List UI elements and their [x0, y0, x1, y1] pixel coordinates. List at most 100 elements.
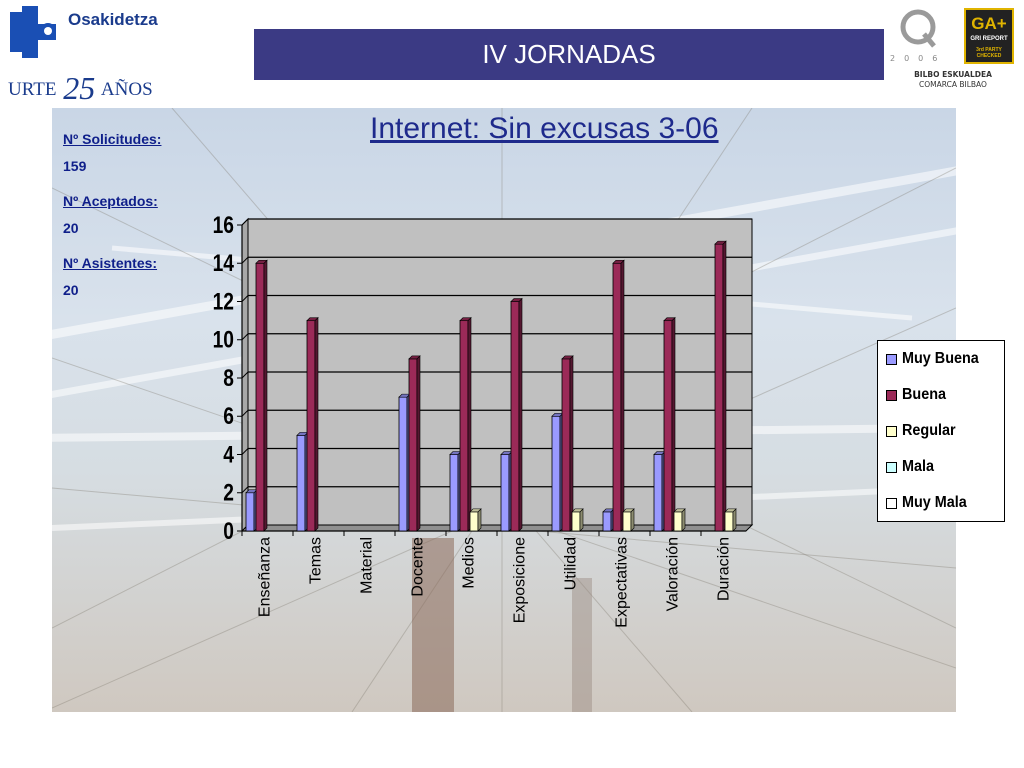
anniversary-label: URTE 25 AÑOS [8, 70, 153, 107]
org-name: Osakidetza [68, 10, 158, 29]
quality-q-icon [900, 9, 936, 48]
legend-label: Buena [902, 386, 947, 403]
gri-rating: GA+ [971, 14, 1007, 33]
attendees-value: 20 [63, 282, 79, 298]
gri-report-label: GRI REPORT [970, 36, 1008, 42]
region-name-eu: BILBO ESKUALDEA [914, 70, 992, 79]
bar-buena-valoraci-n-top [663, 317, 676, 321]
bar-buena-expectativas [612, 262, 622, 532]
legend-label: Muy Mala [902, 494, 967, 511]
gridline-side [241, 371, 249, 379]
bar-muy-buena-valoraci-n [653, 454, 663, 532]
bar-muy-buena-medios [449, 454, 459, 532]
gridline-side [241, 295, 249, 302]
osakidetza-logo: Osakidetza URTE 25 AÑOS [8, 4, 178, 106]
bar-buena-temas-side [314, 316, 319, 532]
bar-buena-docente [408, 358, 418, 532]
bar-buena-temas-top [306, 317, 319, 321]
requests-label: Nº Solicitudes: [63, 131, 162, 147]
anos-label: AÑOS [100, 79, 153, 100]
y-tick-label: 12 [213, 287, 234, 315]
osakidetza-cross-icon [10, 6, 56, 58]
bar-buena-duraci-n-side [722, 240, 727, 532]
accepted-value: 20 [63, 220, 79, 236]
bar-buena-utilidad-side [569, 355, 574, 532]
page-title: IV JORNADAS [254, 29, 884, 80]
bar-buena-valoraci-n [663, 320, 673, 532]
bar-buena-expectativas-side [620, 259, 625, 532]
bar-muy-buena-docente [398, 396, 408, 532]
gridline-side [241, 256, 249, 264]
bar-buena-exposicione [510, 301, 520, 532]
y-tick-label: 14 [213, 249, 234, 277]
anniversary-number: 25 [63, 70, 96, 106]
bar-buena-temas [306, 320, 316, 532]
bar-buena-expectativas-top [612, 259, 625, 264]
gridline-side [241, 218, 249, 226]
legend-item: Mala [886, 457, 938, 477]
x-tick-label: Medios [461, 537, 478, 589]
legend-item: Regular [886, 421, 962, 441]
x-tick-label: Utilidad [563, 537, 580, 590]
requests-value: 159 [63, 158, 87, 174]
bar-buena-valoraci-n-side [671, 316, 676, 532]
y-tick-label: 2 [223, 479, 234, 507]
bar-regular-expectativas [622, 511, 632, 532]
bar-buena-docente-top [408, 355, 421, 360]
bar-muy-buena-utilidad [551, 415, 561, 532]
bar-buena-ense-anza [255, 262, 265, 532]
bar-regular-utilidad [571, 511, 581, 532]
y-tick-label: 10 [213, 326, 234, 354]
legend-item: Muy Mala [886, 493, 974, 513]
legend-swatch [886, 461, 897, 473]
slide-subtitle: Internet: Sin excusas 3-06 [370, 112, 719, 145]
y-tick-label: 0 [223, 517, 234, 545]
chart-legend: Muy Buena Buena Regular Mala Muy Mala [877, 340, 1005, 522]
bar-regular-utilidad-top [571, 508, 584, 513]
legend-label: Mala [902, 458, 935, 475]
legend-swatch [886, 425, 897, 437]
legend-swatch [886, 353, 897, 365]
bar-buena-exposicione-side [518, 297, 523, 532]
bar-buena-duraci-n [714, 243, 724, 532]
bar-buena-utilidad-top [561, 355, 574, 360]
legend-label: Muy Buena [902, 350, 979, 367]
bar-regular-duraci-n-side [732, 508, 737, 532]
region-name-es: COMARCA BILBAO [919, 80, 987, 89]
bar-muy-buena-expectativas [602, 511, 612, 532]
gridline-side [241, 333, 249, 341]
bar-regular-expectativas-top [622, 508, 635, 513]
bar-buena-medios [459, 320, 469, 532]
bar-muy-buena-temas [296, 434, 306, 532]
x-tick-label: Expectativas [614, 537, 631, 628]
gridline-side [241, 409, 249, 417]
bar-muy-buena-exposicione [500, 454, 510, 532]
bar-regular-medios-side [477, 508, 482, 532]
bar-muy-buena-ense-anza [245, 492, 255, 532]
bar-buena-exposicione-top [510, 298, 523, 302]
attendees-label: Nº Asistentes: [63, 255, 158, 271]
bar-buena-ense-anza-top [255, 259, 268, 264]
bar-buena-medios-top [459, 317, 472, 321]
bar-regular-valoraci-n [673, 511, 683, 532]
x-tick-label: Duración [716, 537, 733, 601]
x-tick-label: Exposicione [512, 537, 529, 623]
bar-buena-docente-side [416, 355, 421, 532]
certification-logos: 2006 GA+ GRI REPORT 3rd PARTY CHECKED BI… [886, 2, 1020, 98]
y-tick-label: 4 [223, 440, 234, 468]
bar-regular-expectativas-side [630, 508, 635, 532]
bar-buena-ense-anza-side [263, 259, 268, 532]
bar-regular-medios [469, 511, 479, 532]
bar-regular-utilidad-side [579, 508, 584, 532]
y-tick-label: 8 [223, 364, 234, 392]
y-tick-label: 6 [223, 402, 234, 430]
x-tick-label: Valoración [665, 537, 682, 611]
attendance-stats: Nº Solicitudes: 159 Nº Aceptados: 20 Nº … [63, 128, 203, 314]
gri-checked-label: 3rd PARTY CHECKED [976, 47, 1002, 59]
bar-regular-medios-top [469, 508, 482, 513]
gridline-side [241, 486, 249, 494]
gridline-side [241, 448, 249, 455]
legend-swatch [886, 497, 897, 509]
x-tick-label: Enseñanza [257, 537, 274, 617]
